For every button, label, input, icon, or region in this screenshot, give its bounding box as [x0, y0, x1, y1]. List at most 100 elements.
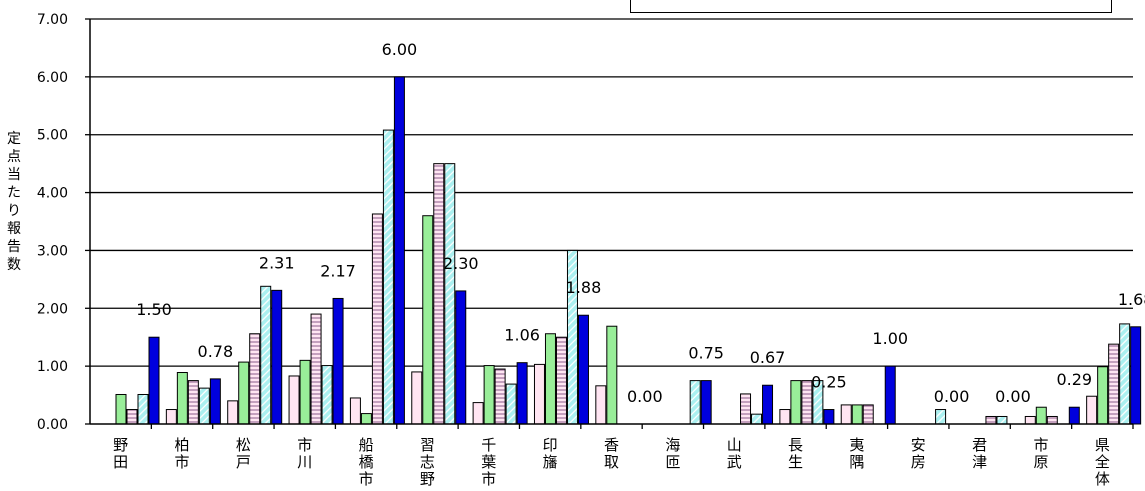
- y-tick-label: 7.00: [37, 12, 68, 28]
- category-label: 野: [420, 470, 435, 488]
- category-label: 体: [1095, 470, 1110, 488]
- category-label: 君: [972, 436, 987, 454]
- bar: [321, 365, 333, 425]
- bar: [790, 380, 802, 425]
- bar: [751, 413, 763, 425]
- data-label: 0.78: [198, 342, 234, 361]
- y-tick-label: 3.00: [37, 243, 68, 259]
- data-label: 0.29: [1056, 370, 1092, 389]
- category-label: 匝: [665, 453, 680, 471]
- category-label: 松: [236, 436, 251, 454]
- bar: [577, 314, 589, 425]
- y-axis-label: 定点当たり報告数: [7, 131, 21, 273]
- category-label: 山: [727, 436, 742, 454]
- bar: [411, 371, 423, 425]
- category-label: 葉: [481, 453, 496, 471]
- bar: [985, 415, 997, 425]
- bar: [544, 333, 556, 425]
- bar: [371, 213, 383, 425]
- category-label: 武: [727, 453, 742, 471]
- category-label: 夷: [849, 436, 864, 454]
- bar: [444, 163, 456, 425]
- bar: [1068, 406, 1080, 425]
- bar: [483, 365, 495, 425]
- bar: [382, 129, 394, 425]
- y-tick-label: 6.00: [37, 70, 68, 86]
- category-label: 川: [297, 453, 312, 471]
- bar: [862, 404, 874, 425]
- category-label: 津: [972, 453, 987, 471]
- category-label: 習: [420, 436, 435, 454]
- y-tick-label: 0.00: [37, 417, 68, 433]
- category-label: 隅: [849, 453, 864, 471]
- bar: [288, 375, 300, 425]
- bar: [555, 336, 567, 425]
- bars: [115, 76, 1142, 425]
- bar: [198, 387, 210, 425]
- bar: [165, 409, 177, 425]
- bar: [884, 365, 896, 425]
- data-label: 2.30: [443, 254, 479, 273]
- bar: [740, 393, 752, 425]
- category-label: 海: [665, 436, 680, 454]
- bar: [148, 336, 160, 425]
- bar: [494, 368, 506, 425]
- bar: [310, 313, 322, 425]
- bar: [566, 249, 578, 425]
- bar: [851, 404, 863, 425]
- bar: [533, 363, 545, 425]
- category-label: 全: [1095, 453, 1110, 471]
- axes: [85, 18, 1134, 429]
- bar: [115, 393, 127, 425]
- bar: [1046, 415, 1058, 425]
- category-label: 志: [420, 453, 435, 471]
- data-label: 0.00: [934, 387, 970, 406]
- bar: [700, 380, 712, 425]
- bar: [271, 289, 283, 425]
- bar: [360, 413, 372, 425]
- bar: [126, 409, 138, 425]
- category-label: 市: [297, 436, 312, 454]
- bar: [516, 362, 528, 425]
- category-label: 安: [911, 436, 926, 454]
- category-label: 取: [604, 453, 619, 471]
- category-label: 生: [788, 453, 803, 471]
- data-label: 0.25: [811, 373, 847, 392]
- category-label: 旛: [543, 453, 558, 471]
- bar: [1024, 415, 1036, 425]
- bar: [1086, 395, 1098, 425]
- category-label: 野: [113, 436, 128, 454]
- data-label: 2.17: [320, 261, 356, 280]
- y-tick-label: 2.00: [37, 301, 68, 317]
- bar: [689, 380, 701, 425]
- category-label: 房: [911, 453, 926, 471]
- bar: [1119, 323, 1131, 425]
- bar: [779, 409, 791, 425]
- bar: [299, 359, 311, 425]
- category-label: 市: [1033, 436, 1048, 454]
- bar: [332, 297, 344, 425]
- data-label: 1.68: [1118, 290, 1145, 309]
- bar: [505, 383, 517, 425]
- data-label: 6.00: [382, 40, 418, 59]
- category-label: 田: [113, 453, 128, 471]
- data-label: 0.00: [627, 387, 663, 406]
- legend-box: [630, 0, 1112, 13]
- bar: [393, 76, 405, 425]
- bar: [935, 409, 947, 425]
- bar: [840, 404, 852, 425]
- category-label: 船: [359, 436, 374, 454]
- category-label: 柏: [175, 436, 190, 454]
- bar: [762, 384, 774, 425]
- bar: [238, 361, 250, 425]
- category-label: 戸: [236, 453, 251, 471]
- data-label: 1.50: [136, 300, 172, 319]
- bar: [433, 163, 445, 425]
- bar: [1097, 366, 1109, 425]
- category-label: 県: [1095, 436, 1110, 454]
- data-label: 1.88: [566, 278, 602, 297]
- bar: [249, 333, 261, 425]
- category-label: 市: [481, 470, 496, 488]
- bar: [606, 325, 618, 425]
- bar: [422, 215, 434, 425]
